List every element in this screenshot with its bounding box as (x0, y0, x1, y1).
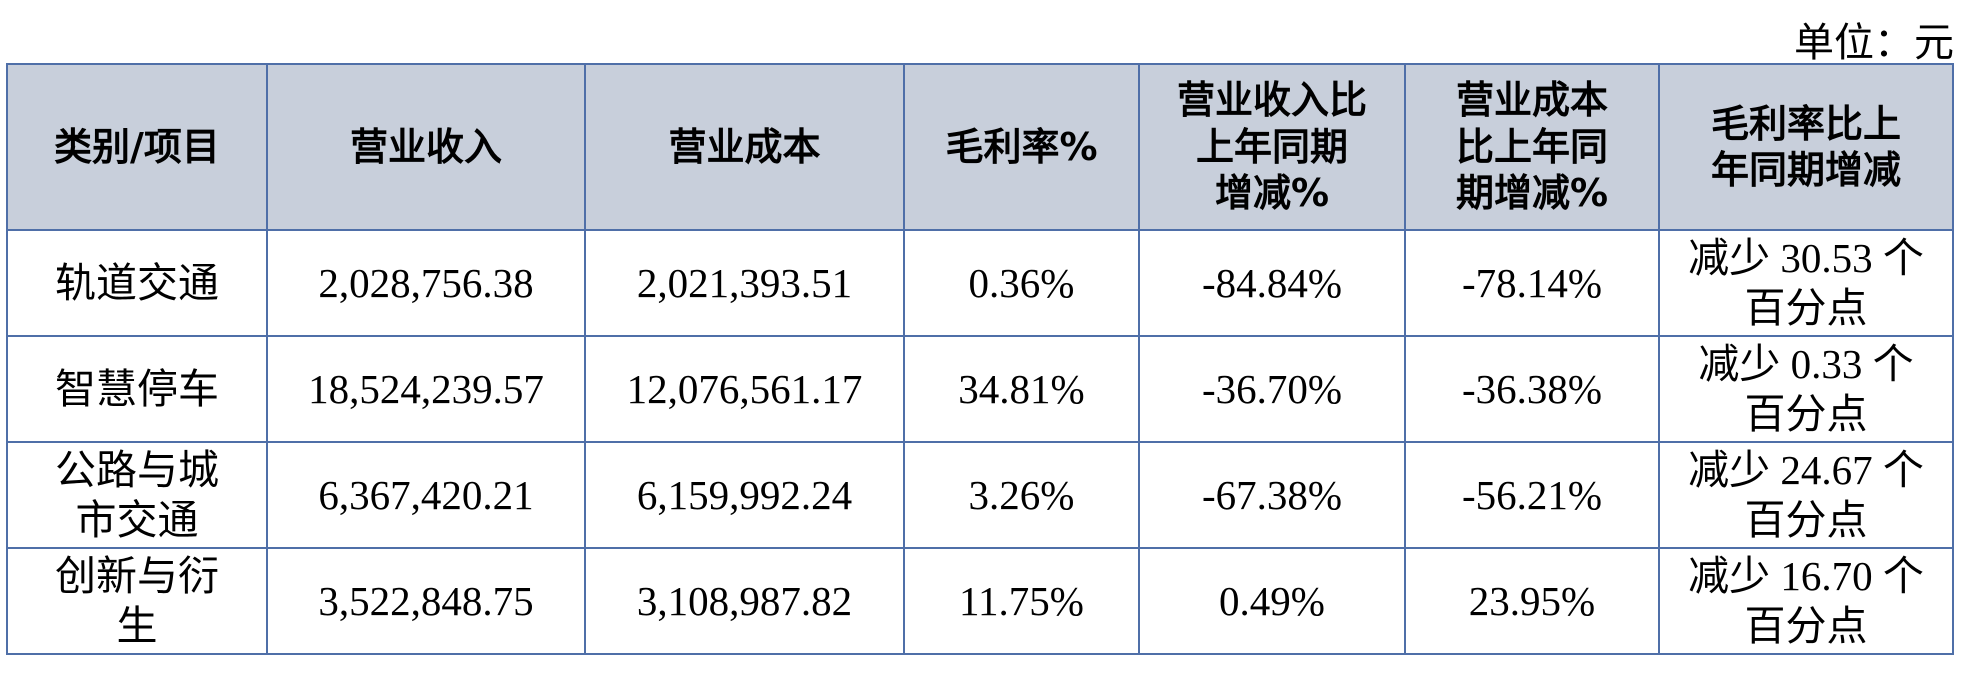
value-cell: -78.14% (1404, 229, 1660, 337)
header-cell: 营业收入 (266, 63, 586, 231)
table-head: 类别/项目 营业收入 营业成本 毛利率% 营业收入比 上年同期 增减% 营业成本 比上年同… (6, 63, 1954, 231)
value-cell: 3.26% (903, 441, 1140, 549)
value-cell: 3,522,848.75 (266, 547, 586, 655)
category-cell: 创新与衍 生 (6, 547, 268, 655)
header-cell: 毛利率% (903, 63, 1140, 231)
value-cell: 34.81% (903, 335, 1140, 443)
value-cell: -67.38% (1138, 441, 1406, 549)
header-cell: 营业成本 (584, 63, 905, 231)
unit-label: 单位：元 (1794, 20, 1954, 65)
data-table: 类别/项目 营业收入 营业成本 毛利率% 营业收入比 上年同期 增减% 营业成本 比上年同… (6, 63, 1954, 655)
value-cell: 12,076,561.17 (584, 335, 905, 443)
value-cell: 6,367,420.21 (266, 441, 586, 549)
value-cell: 6,159,992.24 (584, 441, 905, 549)
header-row: 类别/项目 营业收入 营业成本 毛利率% 营业收入比 上年同期 增减% 营业成本 比上年同… (6, 63, 1954, 231)
value-cell: 3,108,987.82 (584, 547, 905, 655)
value-cell: 2,028,756.38 (266, 229, 586, 337)
value-cell: -36.70% (1138, 335, 1406, 443)
category-cell: 智慧停车 (6, 335, 268, 443)
header-cell: 营业收入比 上年同期 增减% (1138, 63, 1406, 231)
value-cell: 减少 0.33 个 百分点 (1658, 335, 1954, 443)
table-row: 公路与城 市交通 6,367,420.21 6,159,992.24 3.26% -67… (6, 441, 1954, 549)
value-cell: 11.75% (903, 547, 1140, 655)
table-row: 智慧停车 18,524,239.57 12,076,561.17 34.81% -36.… (6, 335, 1954, 443)
value-cell: 2,021,393.51 (584, 229, 905, 337)
category-cell: 轨道交通 (6, 229, 268, 337)
value-cell: 0.36% (903, 229, 1140, 337)
header-cell: 类别/项目 (6, 63, 268, 231)
table-row: 创新与衍 生 3,522,848.75 3,108,987.82 11.75% 0.49… (6, 547, 1954, 655)
table-row: 轨道交通 2,028,756.38 2,021,393.51 0.36% -84.84%… (6, 229, 1954, 337)
table-body: 轨道交通 2,028,756.38 2,021,393.51 0.36% -84.84%… (6, 229, 1954, 655)
value-cell: 减少 16.70 个 百分点 (1658, 547, 1954, 655)
value-cell: 23.95% (1404, 547, 1660, 655)
category-cell: 公路与城 市交通 (6, 441, 268, 549)
header-cell: 毛利率比上 年同期增减 (1658, 63, 1954, 231)
header-cell: 营业成本 比上年同 期增减% (1404, 63, 1660, 231)
value-cell: -84.84% (1138, 229, 1406, 337)
value-cell: -36.38% (1404, 335, 1660, 443)
value-cell: 减少 24.67 个 百分点 (1658, 441, 1954, 549)
value-cell: 减少 30.53 个 百分点 (1658, 229, 1954, 337)
value-cell: -56.21% (1404, 441, 1660, 549)
value-cell: 0.49% (1138, 547, 1406, 655)
value-cell: 18,524,239.57 (266, 335, 586, 443)
